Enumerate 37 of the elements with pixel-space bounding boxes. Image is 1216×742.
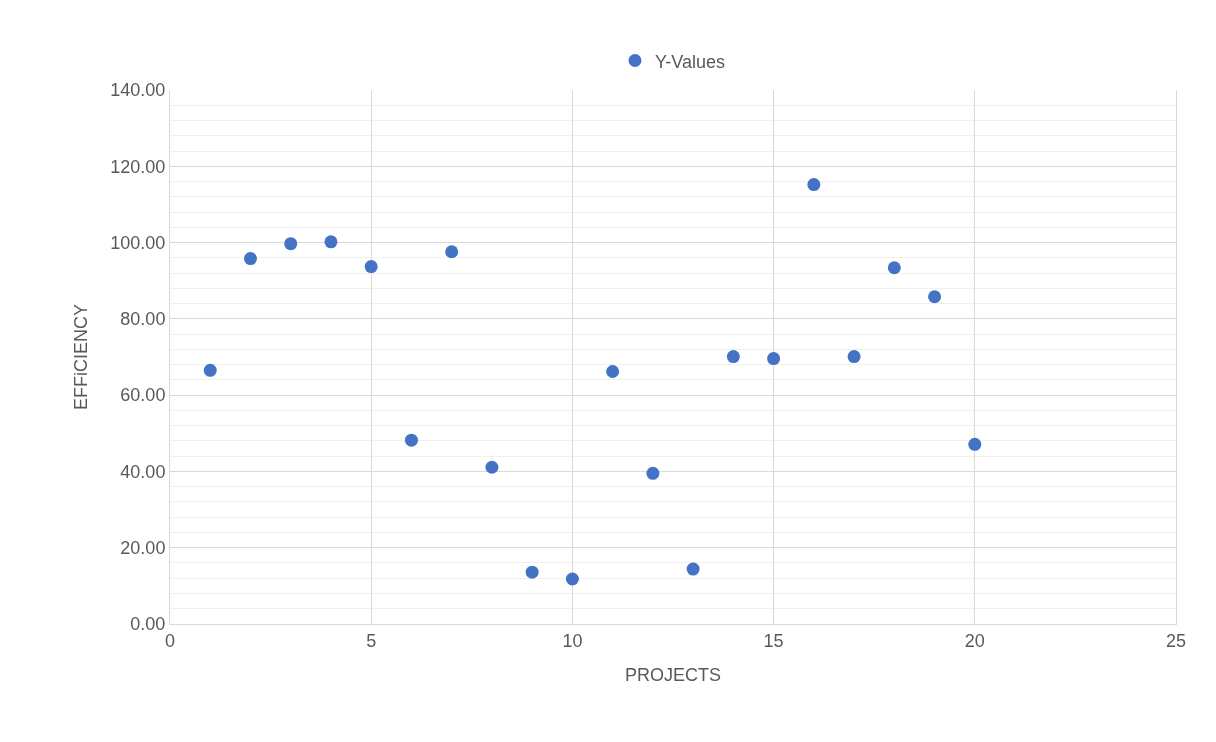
point xyxy=(887,261,901,275)
point xyxy=(284,237,298,251)
point xyxy=(404,433,418,447)
point xyxy=(445,245,459,259)
legend-label: Y-Values xyxy=(655,51,726,72)
point xyxy=(726,350,740,364)
y-tick-label: 140.00 xyxy=(110,80,166,101)
x-tick-label: 10 xyxy=(562,630,583,651)
point xyxy=(364,260,378,274)
point xyxy=(686,562,700,576)
x-axis-title: PROJECTS xyxy=(624,664,722,685)
point xyxy=(928,290,942,304)
y-tick-label: 80.00 xyxy=(120,309,166,330)
point xyxy=(525,565,539,579)
y-tick-label: 20.00 xyxy=(120,538,166,559)
y-tick-label: 120.00 xyxy=(110,156,166,177)
x-tick-label: 5 xyxy=(366,630,377,651)
y-tick-label: 40.00 xyxy=(120,461,166,482)
point xyxy=(324,235,338,249)
x-tick-label: 20 xyxy=(964,630,985,651)
point xyxy=(243,252,257,266)
point xyxy=(565,572,579,586)
point xyxy=(807,178,821,192)
y-tick-label: 100.00 xyxy=(110,232,166,253)
point xyxy=(767,352,781,366)
point xyxy=(847,350,861,364)
point xyxy=(646,466,660,480)
y-tick-label: 0.00 xyxy=(130,614,166,635)
point xyxy=(203,363,217,377)
y-tick-label: 60.00 xyxy=(120,385,166,406)
x-tick-label: 25 xyxy=(1165,630,1187,651)
y-axis-title: EFFiCIENCY xyxy=(70,303,91,411)
point xyxy=(485,460,499,474)
point xyxy=(968,437,982,451)
point xyxy=(606,364,620,378)
x-tick-label: 15 xyxy=(763,630,784,651)
x-tick-label: 0 xyxy=(164,630,176,651)
